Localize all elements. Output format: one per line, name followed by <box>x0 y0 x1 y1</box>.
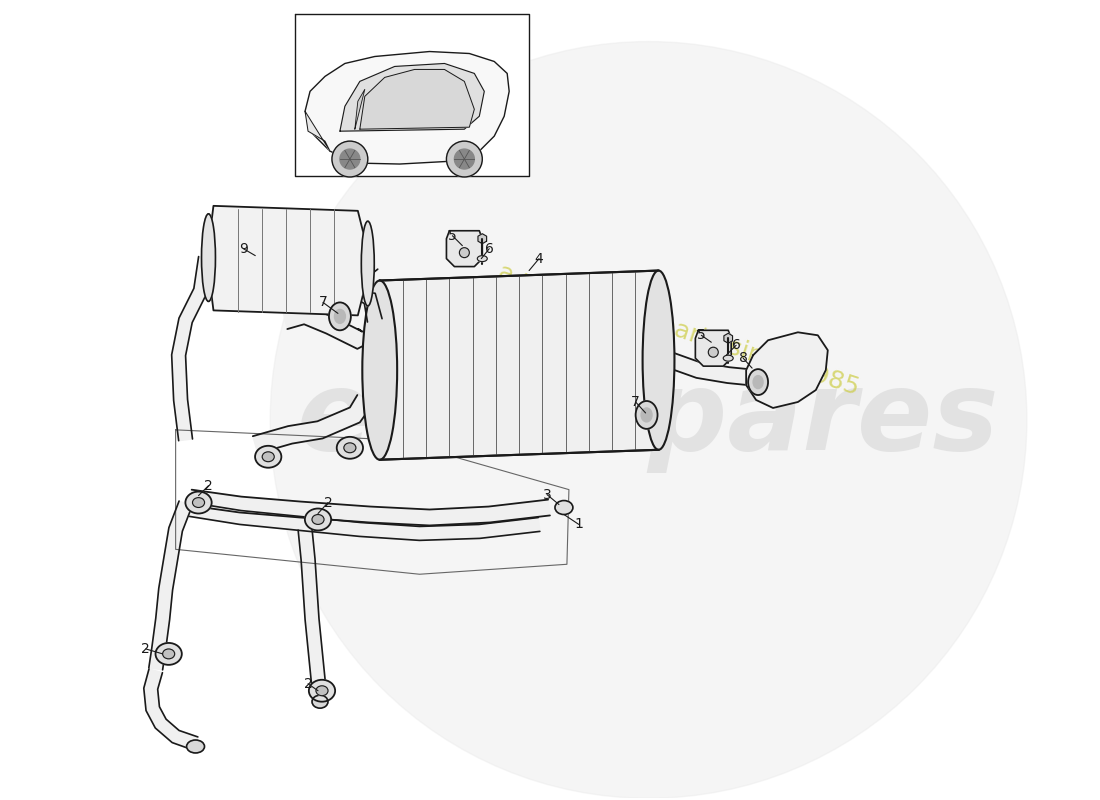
Text: 8: 8 <box>739 351 748 365</box>
Text: 6: 6 <box>485 242 494 256</box>
Polygon shape <box>253 395 372 454</box>
Polygon shape <box>144 669 198 750</box>
Ellipse shape <box>192 498 205 507</box>
Circle shape <box>708 347 718 357</box>
Circle shape <box>271 42 1027 798</box>
Polygon shape <box>478 234 486 244</box>
Text: 2: 2 <box>205 478 213 493</box>
Ellipse shape <box>255 446 282 468</box>
Ellipse shape <box>201 214 216 302</box>
Text: eurospares: eurospares <box>297 366 1000 474</box>
Ellipse shape <box>316 686 328 696</box>
Ellipse shape <box>163 649 175 659</box>
Text: 7: 7 <box>319 295 328 310</box>
Text: 1: 1 <box>574 518 583 531</box>
Polygon shape <box>283 306 371 349</box>
Ellipse shape <box>723 355 734 361</box>
Text: 3: 3 <box>542 487 551 502</box>
Ellipse shape <box>334 310 345 323</box>
Ellipse shape <box>636 401 658 429</box>
Polygon shape <box>360 70 474 129</box>
Polygon shape <box>189 502 540 540</box>
Circle shape <box>340 149 360 169</box>
Ellipse shape <box>155 643 182 665</box>
Circle shape <box>454 149 474 169</box>
Polygon shape <box>355 90 365 129</box>
Ellipse shape <box>305 509 331 530</box>
Ellipse shape <box>344 443 356 453</box>
Text: 9: 9 <box>239 242 248 256</box>
Ellipse shape <box>187 740 205 753</box>
Text: a passion for parts since 1985: a passion for parts since 1985 <box>495 261 862 400</box>
Circle shape <box>447 141 482 177</box>
Polygon shape <box>447 230 482 266</box>
Polygon shape <box>172 257 212 441</box>
Polygon shape <box>209 206 367 315</box>
Text: 2: 2 <box>304 677 312 690</box>
Polygon shape <box>340 63 484 131</box>
Polygon shape <box>298 529 327 699</box>
Polygon shape <box>746 332 828 408</box>
Polygon shape <box>295 14 529 176</box>
Polygon shape <box>668 353 759 386</box>
Polygon shape <box>305 51 509 164</box>
Polygon shape <box>148 501 192 670</box>
Ellipse shape <box>361 221 374 306</box>
Circle shape <box>460 248 470 258</box>
Ellipse shape <box>312 514 324 525</box>
Ellipse shape <box>186 492 211 514</box>
Text: 7: 7 <box>631 395 640 409</box>
Ellipse shape <box>312 695 328 708</box>
Text: 2: 2 <box>323 495 332 510</box>
Text: 5: 5 <box>697 328 706 342</box>
Polygon shape <box>724 334 733 343</box>
Text: 2: 2 <box>142 642 150 656</box>
Ellipse shape <box>262 452 274 462</box>
Polygon shape <box>305 111 330 151</box>
Ellipse shape <box>309 680 336 702</box>
Polygon shape <box>379 270 659 460</box>
Ellipse shape <box>337 437 363 458</box>
Ellipse shape <box>641 408 652 422</box>
Text: 5: 5 <box>448 229 456 242</box>
Ellipse shape <box>477 256 487 262</box>
Ellipse shape <box>362 281 397 460</box>
Polygon shape <box>338 258 382 322</box>
Ellipse shape <box>754 376 763 389</box>
Ellipse shape <box>642 270 674 450</box>
Polygon shape <box>695 330 732 366</box>
Circle shape <box>332 141 367 177</box>
Ellipse shape <box>329 302 351 330</box>
Text: 6: 6 <box>732 338 740 352</box>
Ellipse shape <box>748 369 768 395</box>
Polygon shape <box>189 490 550 526</box>
Text: 4: 4 <box>535 252 543 266</box>
Ellipse shape <box>556 501 573 514</box>
